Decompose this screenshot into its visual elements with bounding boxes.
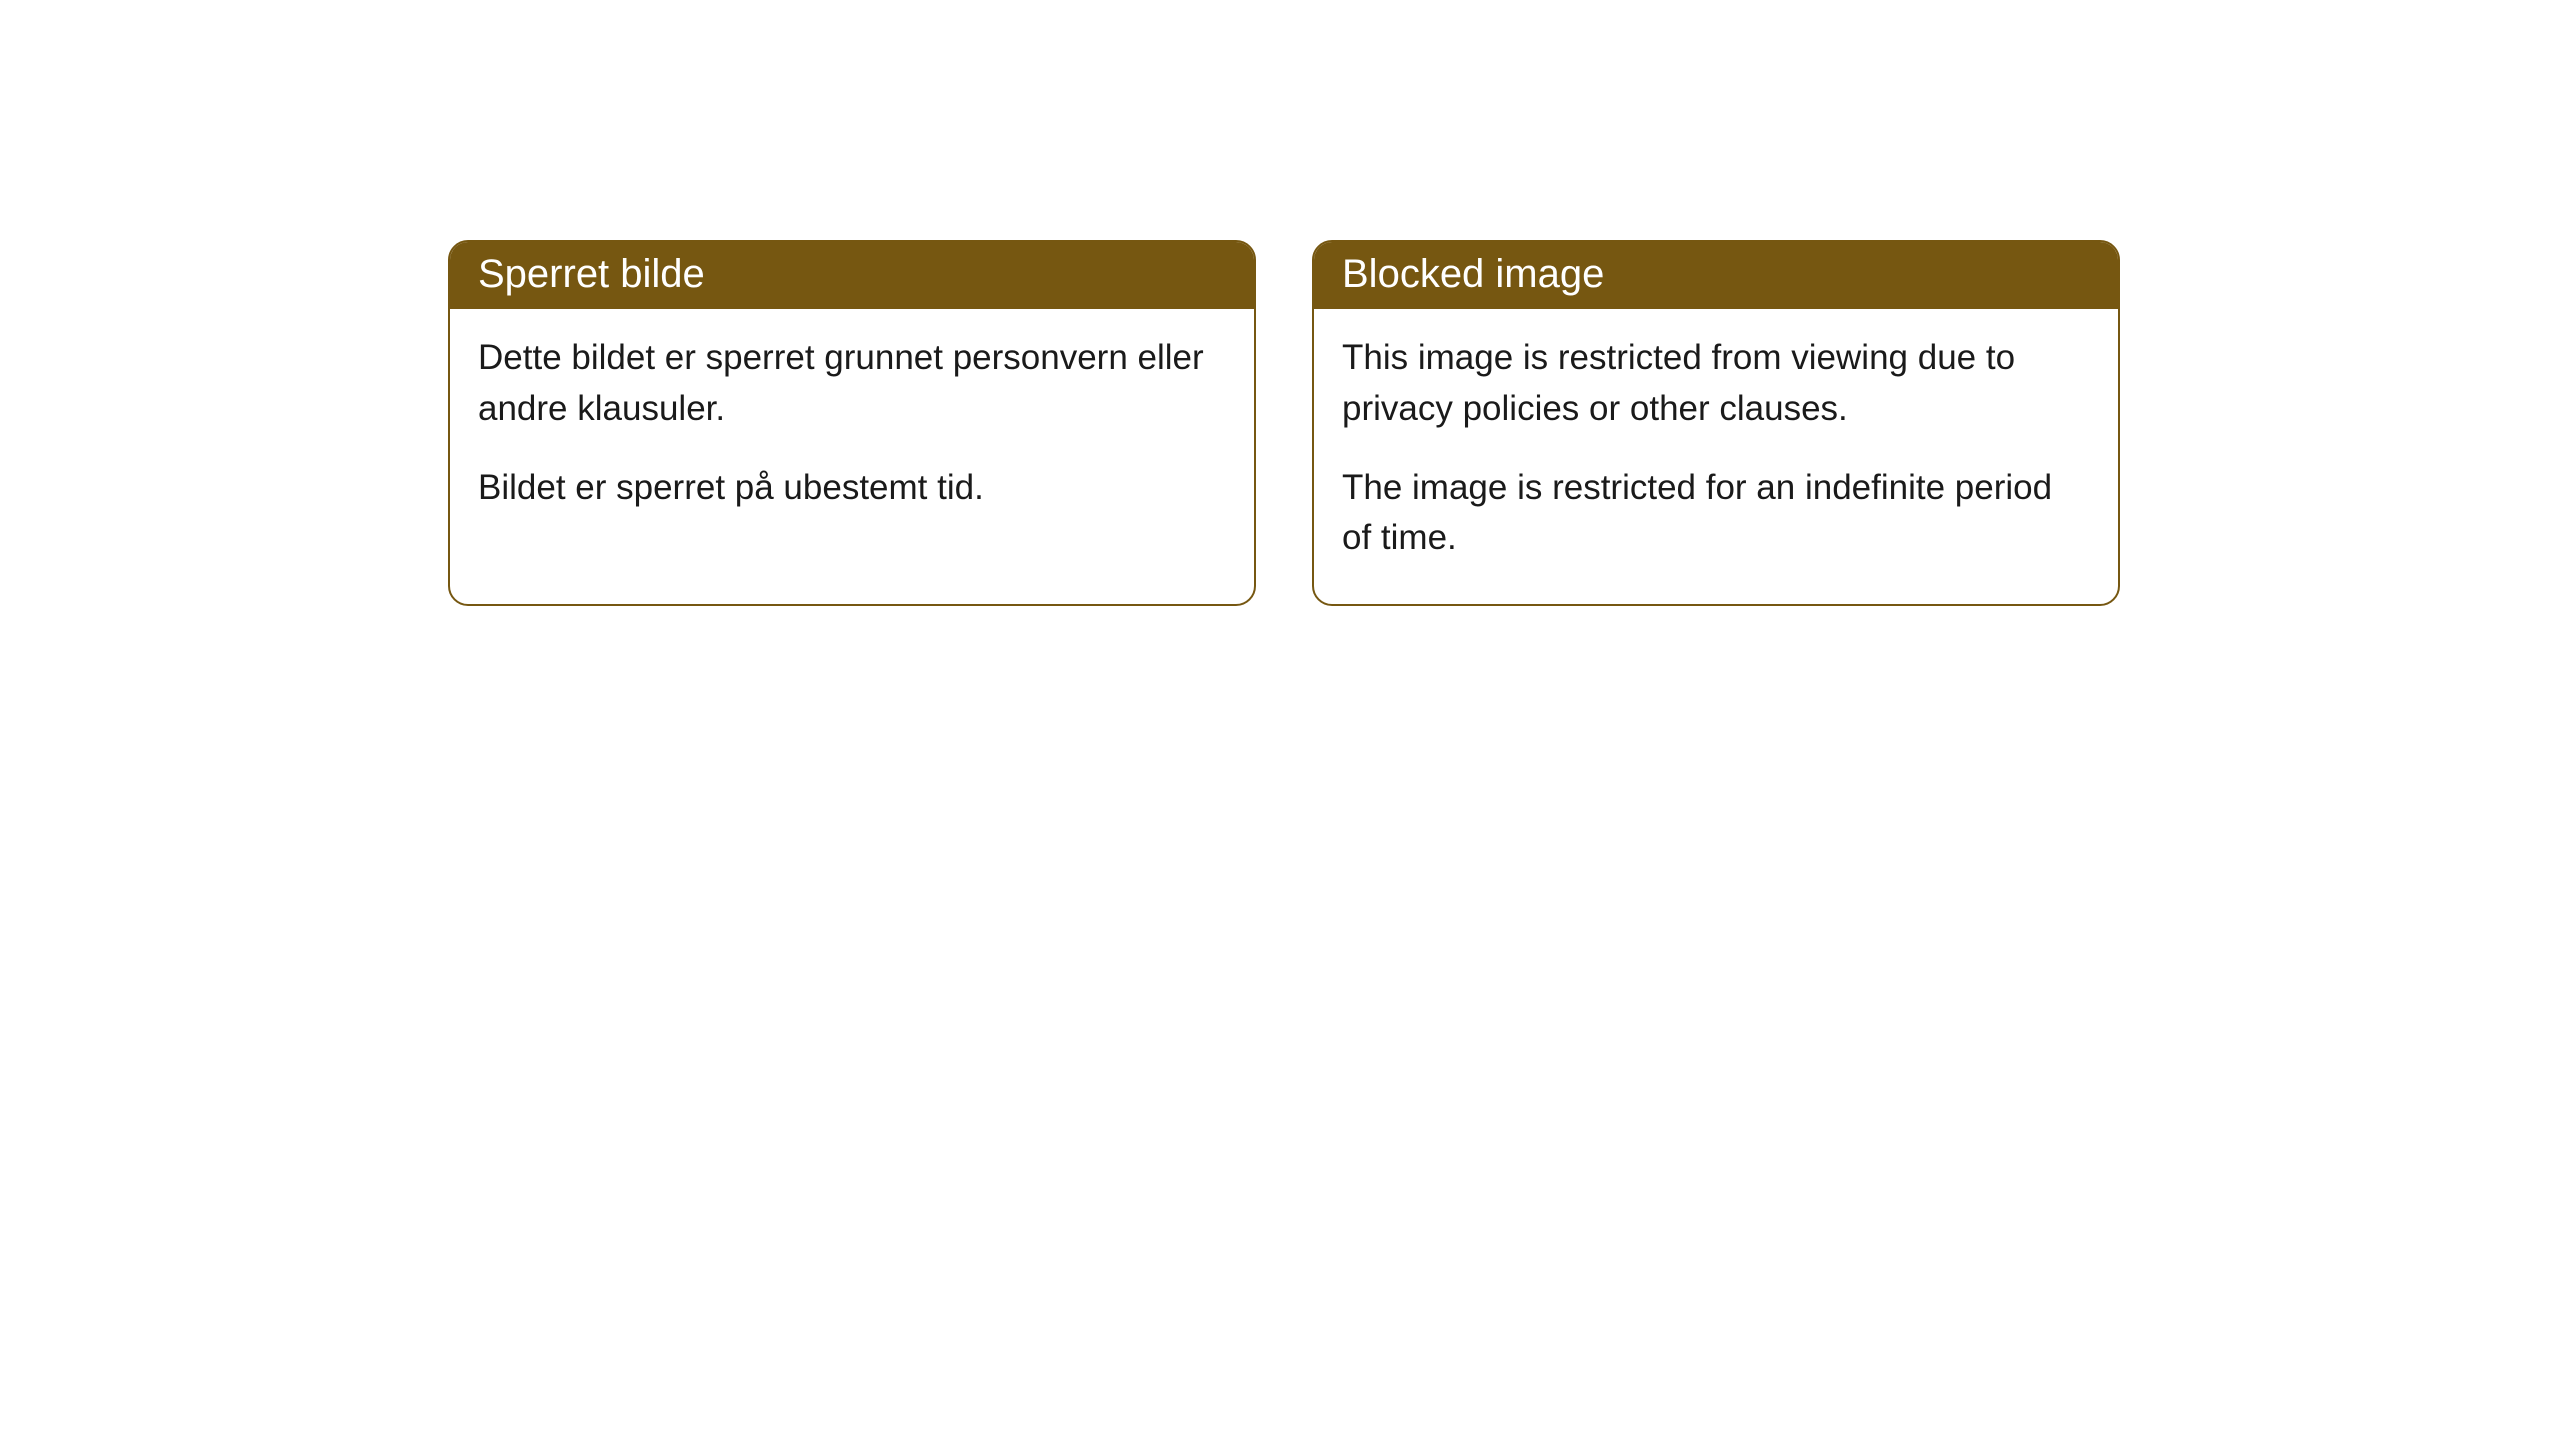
- card-paragraph-en-1: This image is restricted from viewing du…: [1342, 333, 2090, 435]
- card-title-en: Blocked image: [1342, 252, 1604, 296]
- card-paragraph-no-2: Bildet er sperret på ubestemt tid.: [478, 463, 1226, 514]
- card-title-no: Sperret bilde: [478, 252, 705, 296]
- blocked-image-card-no: Sperret bilde Dette bildet er sperret gr…: [448, 240, 1256, 606]
- card-paragraph-en-2: The image is restricted for an indefinit…: [1342, 463, 2090, 565]
- blocked-image-card-en: Blocked image This image is restricted f…: [1312, 240, 2120, 606]
- card-paragraph-no-1: Dette bildet er sperret grunnet personve…: [478, 333, 1226, 435]
- card-header-en: Blocked image: [1314, 242, 2118, 309]
- card-body-no: Dette bildet er sperret grunnet personve…: [450, 309, 1254, 553]
- cards-container: Sperret bilde Dette bildet er sperret gr…: [0, 0, 2560, 606]
- card-body-en: This image is restricted from viewing du…: [1314, 309, 2118, 604]
- card-header-no: Sperret bilde: [450, 242, 1254, 309]
